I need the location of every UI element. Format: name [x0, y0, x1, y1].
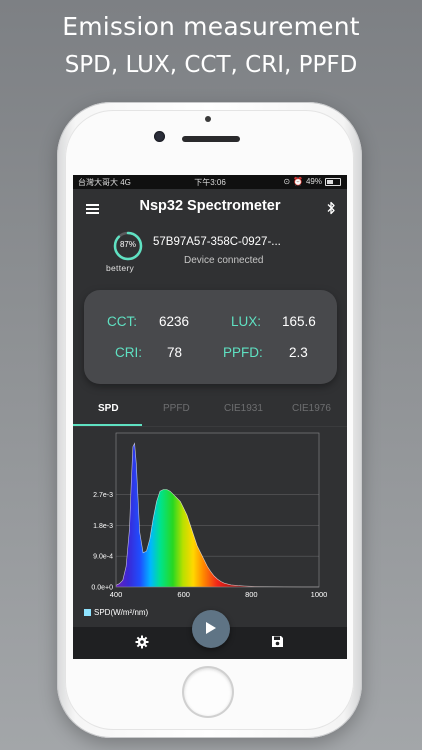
ppfd-label: PPFD: — [223, 345, 263, 360]
lux-label: LUX: — [231, 314, 262, 329]
plot-frame — [115, 432, 320, 588]
tab-cie1976[interactable]: CIE1976 — [292, 403, 331, 414]
tab-bar: SPD PPFD CIE1931 CIE1976 — [73, 394, 347, 427]
y-tick-label-0: 0.0e+0 — [91, 585, 113, 592]
lock-rotation-icon: ⊙ — [283, 177, 291, 186]
play-button[interactable] — [192, 610, 230, 648]
proximity-sensor — [205, 116, 211, 122]
device-status: Device connected — [184, 255, 264, 266]
battery-percent-text: 87% — [119, 240, 136, 249]
x-tick-label-0: 400 — [110, 590, 123, 599]
y-tick-label-2: 1.8e-3 — [93, 523, 113, 530]
headline-title: Emission measurement — [62, 12, 360, 41]
lux-metric: LUX: 165.6 — [231, 314, 316, 329]
cct-label: CCT: — [107, 314, 137, 329]
save-icon[interactable] — [271, 635, 284, 648]
chart-legend: SPD(W/m²/nm) — [84, 608, 148, 617]
status-right: ⊙ ⏰ 49% — [283, 177, 341, 186]
battery-ring — [113, 231, 143, 261]
ppfd-metric: PPFD: 2.3 — [223, 345, 308, 360]
battery-label: bettery — [106, 263, 135, 273]
cri-value: 78 — [167, 345, 183, 360]
tab-spd[interactable]: SPD — [98, 403, 119, 414]
play-icon — [206, 622, 216, 634]
device-id[interactable]: 57B97A57-358C-0927-... — [153, 236, 281, 248]
tab-cie1931[interactable]: CIE1931 — [224, 403, 263, 414]
tab-indicator — [73, 424, 142, 426]
front-camera — [154, 131, 165, 142]
spd-chart-svg: 0.0e+0 9.0e-4 1.8e-3 2.7e-3 400 600 800 1000 — [91, 432, 327, 599]
app-title: Nsp32 Spectrometer — [139, 198, 281, 214]
y-tick-label-3: 2.7e-3 — [93, 492, 113, 499]
cct-value: 6236 — [159, 314, 190, 329]
spd-line — [115, 442, 319, 588]
home-button[interactable] — [184, 668, 232, 716]
x-tick-label-3: 1000 — [311, 590, 328, 599]
spd-chart[interactable]: 0.0e+0 9.0e-4 1.8e-3 2.7e-3 400 600 800 1000 — [73, 427, 347, 625]
app-bar: Nsp32 Spectrometer — [73, 189, 347, 225]
x-tick-label-2: 800 — [245, 590, 258, 599]
cct-metric: CCT: 6236 — [107, 314, 189, 329]
headline-subtitle: SPD, LUX, CCT, CRI, PPFD — [64, 52, 358, 78]
battery-percent: 49% — [305, 177, 322, 186]
battery-icon — [325, 177, 341, 186]
y-tick-label-1: 9.0e-4 — [93, 554, 113, 561]
carrier-label: 台灣大哥大 4G — [78, 178, 131, 187]
bluetooth-icon[interactable] — [326, 201, 336, 215]
x-tick-label-1: 600 — [177, 590, 190, 599]
chart-grid — [116, 494, 319, 557]
alarm-icon: ⏰ — [293, 177, 303, 186]
chart-ticks: 0.0e+0 9.0e-4 1.8e-3 2.7e-3 400 600 800 1000 — [91, 492, 327, 599]
legend-label: SPD(W/m²/nm) — [94, 608, 149, 617]
cri-label: CRI: — [115, 345, 142, 360]
lux-value: 165.6 — [282, 314, 316, 329]
tab-ppfd[interactable]: PPFD — [163, 403, 190, 414]
metrics-card: CCT: 6236 LUX: 165.6 CRI: 78 PPFD: 2.3 — [84, 290, 337, 384]
cri-metric: CRI: 78 — [115, 345, 182, 360]
status-bar: 台灣大哥大 4G 下午3:06 ⊙ ⏰ 49% — [73, 175, 347, 189]
legend-swatch — [84, 609, 91, 616]
hamburger-icon[interactable] — [86, 204, 99, 214]
app-screen: 台灣大哥大 4G 下午3:06 ⊙ ⏰ 49% Nsp32 Spectromet… — [73, 175, 347, 659]
clock: 下午3:06 — [194, 178, 226, 187]
spd-area — [116, 443, 319, 587]
ppfd-value: 2.3 — [289, 345, 308, 360]
earpiece-speaker — [182, 136, 240, 142]
gear-icon[interactable] — [135, 635, 149, 649]
